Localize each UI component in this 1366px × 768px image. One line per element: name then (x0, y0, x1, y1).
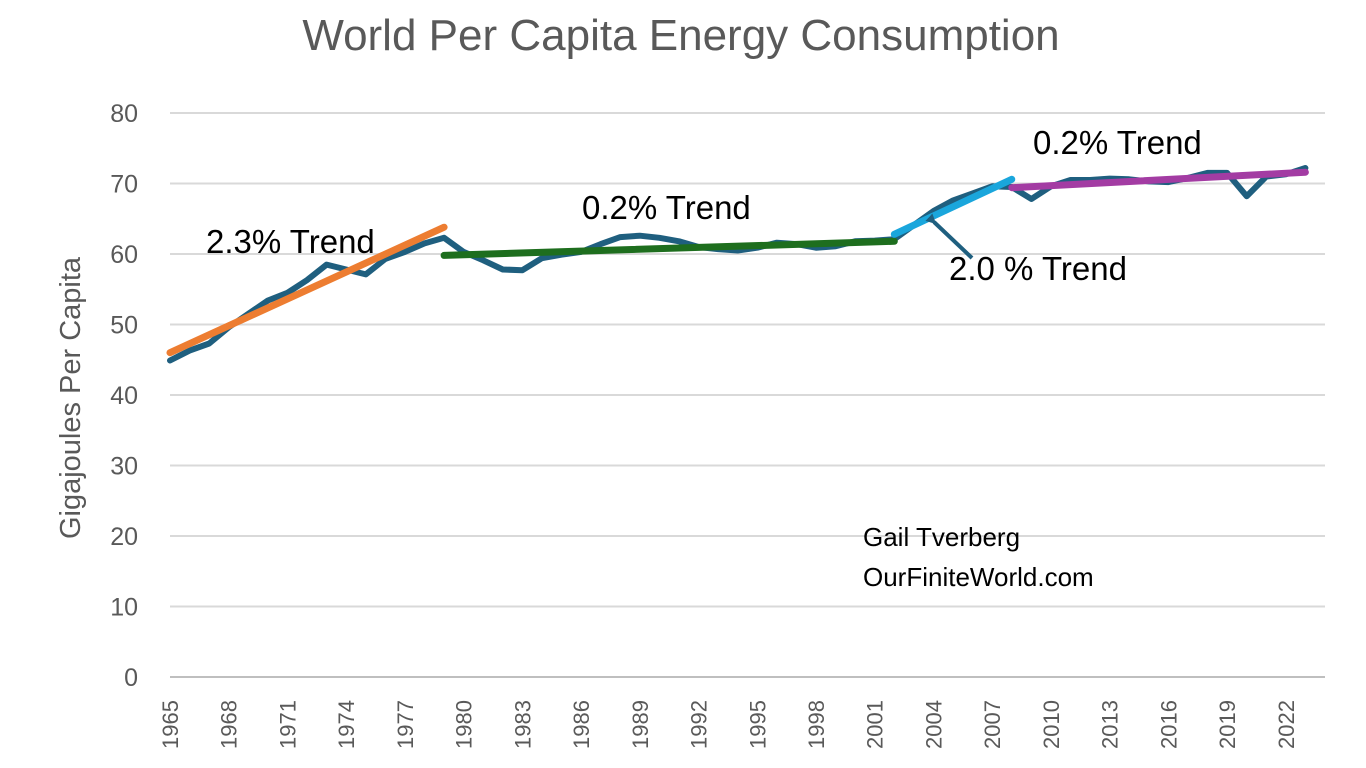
annotation-arrow (925, 213, 974, 260)
x-tick-label: 1995 (745, 700, 770, 749)
y-tick-label: 20 (110, 523, 138, 551)
y-tick-label: 70 (110, 171, 138, 199)
x-tick-label: 2016 (1156, 700, 1181, 749)
y-tick-label: 60 (110, 241, 138, 269)
y-tick-label: 10 (110, 594, 138, 622)
x-tick-label: 2022 (1274, 700, 1299, 749)
y-tick-label: 0 (124, 664, 138, 692)
annotation-trend-2002: 2.0 % Trend (949, 250, 1127, 287)
credit-website: OurFiniteWorld.com (863, 562, 1094, 592)
chart-title: World Per Capita Energy Consumption (302, 11, 1059, 60)
annotation-trend-2008: 0.2% Trend (1033, 124, 1202, 161)
x-tick-label: 1965 (158, 700, 183, 749)
x-tick-label: 2004 (921, 700, 946, 749)
y-tick-label: 80 (110, 100, 138, 128)
annotation-trend-1965: 2.3% Trend (206, 223, 375, 260)
series (166, 165, 1309, 364)
x-tick-label: 1983 (510, 700, 535, 749)
x-tick-label: 1986 (569, 700, 594, 749)
x-tick-label: 1968 (217, 700, 242, 749)
x-axis-ticks: 1965 1968 1971 1974 1977 1980 1983 1986 1989 1992… (158, 700, 1299, 749)
x-tick-label: 1971 (275, 700, 300, 749)
x-tick-label: 2001 (863, 700, 888, 749)
y-tick-label: 30 (110, 453, 138, 481)
x-tick-label: 1992 (687, 700, 712, 749)
x-tick-label: 2013 (1098, 700, 1123, 749)
y-tick-label: 40 (110, 382, 138, 410)
x-tick-label: 2010 (1039, 700, 1064, 749)
gridlines (170, 112, 1325, 678)
credit-author: Gail Tverberg (863, 522, 1020, 552)
trend-line-2008-2023 (1008, 168, 1309, 192)
x-tick-label: 2019 (1215, 700, 1240, 749)
trend-line-1965-1979 (166, 223, 448, 357)
x-tick-label: 1998 (804, 700, 829, 749)
x-tick-label: 1974 (334, 700, 359, 749)
y-axis-ticks: 0 10 20 30 40 50 60 70 80 (110, 100, 138, 692)
x-tick-label: 1977 (393, 700, 418, 749)
y-tick-label: 50 (110, 312, 138, 340)
trend-line-2002-2008 (890, 175, 1016, 238)
x-tick-label: 1989 (628, 700, 653, 749)
x-tick-label: 1980 (452, 700, 477, 749)
y-axis-label: Gigajoules Per Capita (55, 256, 87, 539)
trend-line-1979-2002 (440, 237, 898, 259)
annotation-trend-1979: 0.2% Trend (582, 189, 751, 226)
x-tick-label: 2007 (980, 700, 1005, 749)
